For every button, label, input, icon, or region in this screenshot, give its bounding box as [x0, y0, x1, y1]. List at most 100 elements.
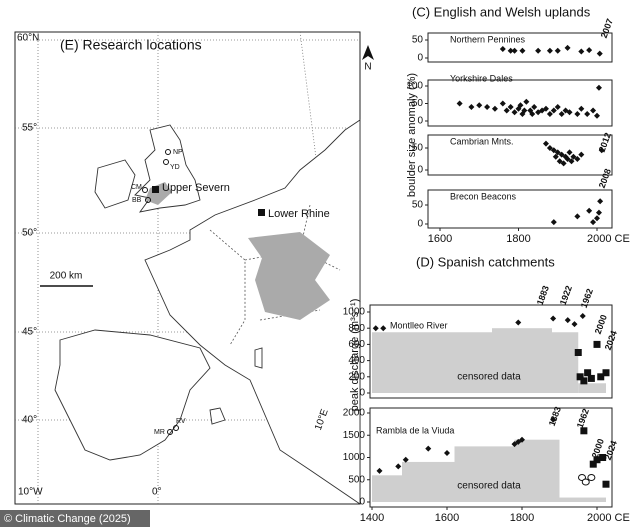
point: [599, 454, 607, 461]
point: [402, 456, 409, 463]
point: [395, 463, 402, 470]
point: [558, 111, 565, 117]
x-tick-label: 1800: [506, 233, 530, 245]
censored-area: [514, 439, 560, 502]
lat-label: 60°N: [17, 33, 39, 44]
censored-area: [372, 475, 402, 502]
point: [499, 100, 506, 107]
y-tick-label: 600: [348, 339, 365, 350]
point: [566, 109, 573, 116]
y-tick-label: 1000: [343, 452, 366, 463]
point: [589, 460, 597, 468]
islands: [209, 347, 263, 425]
point: [580, 427, 588, 435]
point: [568, 158, 575, 165]
map: (E) Research locations 60°N 55° 50° 45° …: [14, 31, 374, 505]
y-tick-label: 0: [417, 53, 423, 64]
lat-label: 45°: [22, 327, 37, 338]
y-tick-label: 200: [348, 371, 365, 382]
point: [566, 149, 573, 156]
y-tick-label: 50: [412, 143, 424, 154]
point: [535, 47, 542, 54]
point: [578, 105, 585, 112]
continent: [144, 119, 361, 505]
rhine-site: [258, 209, 265, 216]
point: [511, 109, 518, 116]
site-cm: [142, 187, 148, 193]
point: [597, 373, 605, 381]
point: [587, 474, 596, 482]
point: [564, 44, 571, 51]
point: [546, 47, 553, 54]
point: [578, 151, 585, 158]
chart-title: Montlleo River: [390, 320, 448, 330]
censored-area: [372, 332, 492, 393]
y-tick-label: 0: [359, 388, 365, 399]
y-tick-label: 1000: [343, 307, 366, 318]
y-tick-label: 500: [348, 474, 365, 485]
point: [550, 107, 557, 114]
point: [556, 158, 563, 165]
region-label: Lower Rhine: [268, 208, 330, 220]
point: [531, 104, 538, 110]
plot-frame: [427, 189, 613, 229]
point: [554, 149, 561, 156]
point: [511, 47, 518, 54]
point: [554, 104, 561, 110]
point: [519, 436, 525, 443]
lon-label: 10°W: [18, 487, 43, 498]
point: [503, 107, 510, 114]
point: [444, 450, 450, 457]
censored-label: censored data: [457, 372, 521, 383]
site-np: [165, 149, 171, 155]
y-tick-label: 0: [417, 165, 423, 176]
site-label: CM: [131, 184, 142, 191]
point: [574, 111, 581, 117]
panel-title: (C) English and Welsh uplands: [412, 4, 591, 19]
north-arrow: [362, 45, 374, 60]
y-tick-label: 50: [412, 98, 424, 109]
y-axis-label: boulder size anomaly (%): [406, 73, 418, 197]
censored-area: [552, 332, 579, 393]
point: [578, 48, 585, 55]
chart-title: Yorkshire Dales: [450, 73, 513, 83]
site-mr: [167, 429, 173, 435]
point: [484, 104, 491, 110]
point: [584, 111, 591, 117]
x-tick-label: 1600: [435, 512, 459, 524]
censored-area: [454, 446, 515, 502]
point: [519, 47, 526, 54]
iberia: [54, 329, 211, 461]
site-rv: [173, 425, 179, 431]
point: [558, 151, 565, 158]
y-tick-label: 50: [412, 35, 424, 46]
lon-label: 0°: [152, 487, 162, 498]
chart-title: Brecon Beacons: [450, 191, 517, 201]
point: [580, 377, 588, 385]
y-tick-label: 800: [348, 323, 365, 334]
point: [598, 147, 605, 154]
point: [571, 321, 578, 328]
x-tick-label: 1800: [510, 512, 534, 524]
y-tick-label: 50: [412, 200, 424, 211]
point: [507, 47, 514, 54]
lat-label: 40°: [22, 415, 37, 426]
point: [590, 107, 597, 114]
severn-catchment: [145, 182, 172, 205]
point: [550, 416, 557, 423]
point: [593, 456, 601, 464]
point: [456, 100, 463, 107]
panel-title: (D) Spanish catchments: [416, 254, 555, 269]
point: [542, 140, 549, 147]
site-yd: [163, 159, 169, 165]
x-tick-label: 2000 CE: [587, 233, 630, 245]
censored-label: censored data: [457, 481, 521, 492]
point: [602, 480, 610, 488]
y-tick-label: 400: [348, 355, 365, 366]
point: [425, 445, 432, 452]
site-bb: [145, 197, 151, 203]
point: [499, 46, 506, 52]
point: [581, 478, 590, 486]
point: [564, 156, 571, 162]
censored-area: [559, 497, 606, 502]
